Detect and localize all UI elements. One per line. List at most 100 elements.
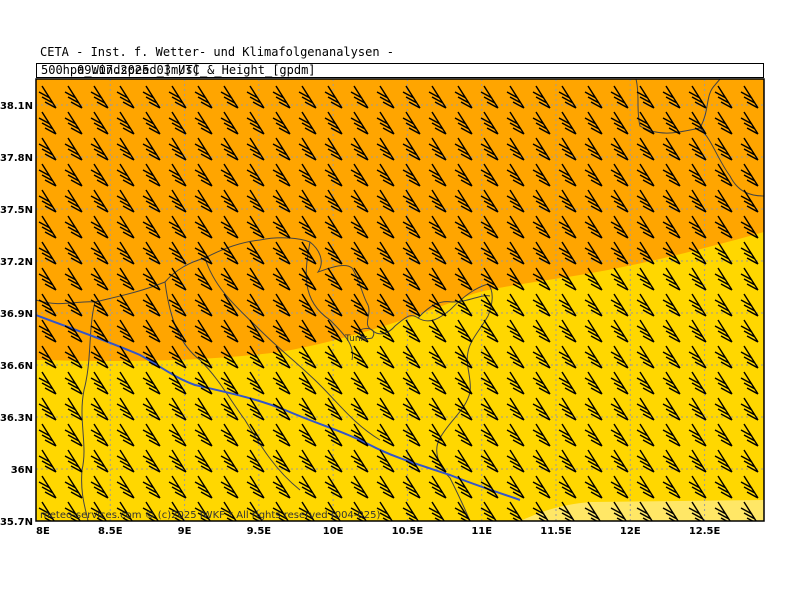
wind-barb-390: [714, 423, 733, 447]
wind-barb-92: [246, 163, 265, 187]
wind-barb-172: [142, 241, 161, 265]
wind-barb-106: [610, 163, 629, 187]
wind-barb-306: [714, 345, 733, 369]
wind-barb-326: [506, 371, 525, 395]
lat-tick-label-0: 35.7N: [0, 517, 33, 528]
wind-barb-238: [402, 293, 421, 317]
wind-barb-265: [376, 319, 395, 343]
wind-barb-46: [506, 111, 525, 135]
wind-barb-461: [376, 501, 393, 521]
wind-barb-370: [194, 423, 213, 447]
wind-barb-53: [688, 111, 707, 135]
wind-barb-472: [662, 501, 679, 521]
wind-barb-103: [532, 163, 551, 187]
wind-barb-295: [428, 345, 447, 369]
wind-barb-153: [376, 215, 395, 239]
wind-barb-297: [480, 345, 499, 369]
wind-barb-156: [454, 215, 473, 239]
wind-barb-318: [298, 371, 317, 395]
wind-barb-18: [506, 85, 525, 109]
wind-barb-463: [428, 501, 445, 521]
wind-barb-135: [636, 189, 655, 213]
wind-barb-407: [428, 449, 447, 473]
wind-barb-311: [116, 371, 135, 395]
chart-title: 500hpa_Windspeed_[m/s]_&_Height_[gpdm]: [41, 63, 316, 77]
wind-barb-16: [454, 85, 473, 109]
wind-barb-105: [584, 163, 603, 187]
wind-barb-310: [90, 371, 109, 395]
wind-barb-314: [194, 371, 213, 395]
wind-barb-300: [558, 345, 577, 369]
wind-barb-440: [558, 475, 577, 499]
wind-barb-61: [168, 137, 187, 161]
wind-barb-348: [350, 397, 369, 421]
lat-tick-label-8: 38.1N: [0, 101, 33, 112]
wind-barb-85: [64, 163, 83, 187]
wind-barb-248: [662, 293, 681, 317]
wind-barb-301: [584, 345, 603, 369]
wind-barb-180: [350, 241, 369, 265]
wind-barb-430: [298, 475, 317, 499]
wind-barb-320: [350, 371, 369, 395]
wind-barb-233: [272, 293, 291, 317]
wind-barb-266: [402, 319, 421, 343]
wind-barb-209: [376, 267, 395, 291]
wind-barb-456: [246, 501, 263, 521]
wind-barb-207: [324, 267, 343, 291]
lon-tick-label-6: 11E: [471, 526, 492, 537]
wind-barb-259: [220, 319, 239, 343]
wind-barb-263: [324, 319, 343, 343]
wind-barb-114: [90, 189, 109, 213]
wind-barb-449: [64, 501, 81, 521]
wind-barb-432: [350, 475, 369, 499]
wind-barb-44: [454, 111, 473, 135]
wind-barb-321: [376, 371, 395, 395]
wind-barb-112: [38, 189, 57, 213]
wind-barb-199: [116, 267, 135, 291]
wind-barb-121: [272, 189, 291, 213]
wind-barb-164: [662, 215, 681, 239]
wind-barb-329: [584, 371, 603, 395]
title-bar: 500hpa_Windspeed_[m/s]_&_Height_[gpdm] 0…: [36, 63, 764, 78]
wind-barb-33: [168, 111, 187, 135]
wind-barb-271: [532, 319, 551, 343]
wind-barb-454: [194, 501, 211, 521]
wind-barb-441: [584, 475, 603, 499]
wind-barb-409: [480, 449, 499, 473]
wind-barb-399: [220, 449, 239, 473]
wind-barb-378: [402, 423, 421, 447]
wind-barb-81: [688, 137, 707, 161]
wind-barb-36: [246, 111, 265, 135]
wind-barb-40: [350, 111, 369, 135]
wind-barb-108: [662, 163, 681, 187]
wind-barb-139: [740, 189, 759, 213]
wind-barb-101: [480, 163, 499, 187]
wind-barb-309: [64, 371, 83, 395]
wind-barb-235: [324, 293, 343, 317]
wind-barb-327: [532, 371, 551, 395]
wind-barb-9: [272, 85, 291, 109]
wind-barb-317: [272, 371, 291, 395]
wind-barb-136: [662, 189, 681, 213]
wind-barb-250: [714, 293, 733, 317]
wind-barb-308: [38, 371, 57, 395]
lon-tick-label-4: 10E: [323, 526, 344, 537]
wind-barb-60: [142, 137, 161, 161]
wind-barb-98: [402, 163, 421, 187]
wind-barb-75: [532, 137, 551, 161]
wind-barb-15: [428, 85, 447, 109]
wind-barb-443: [636, 475, 655, 499]
wind-barb-96: [350, 163, 369, 187]
wind-barb-223: [740, 267, 759, 291]
wind-barb-360: [662, 397, 681, 421]
wind-barb-474: [714, 501, 731, 521]
wind-barb-178: [298, 241, 317, 265]
longitude-ticks: 8E 8.5E 9E 9.5E 10E 10.5E 11E 11.5E 12E 12.5E: [36, 526, 720, 537]
wind-barb-313: [168, 371, 187, 395]
wind-barb-203: [220, 267, 239, 291]
wind-barb-375: [324, 423, 343, 447]
wind-barb-120: [246, 189, 265, 213]
wind-barb-26: [714, 85, 733, 109]
wind-barb-181: [376, 241, 395, 265]
wind-barb-39: [324, 111, 343, 135]
